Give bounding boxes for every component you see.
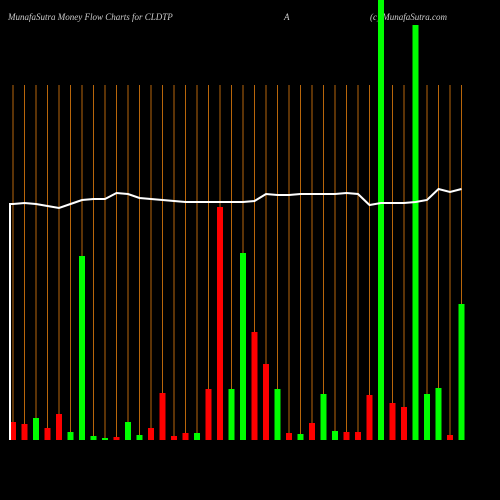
bar (309, 423, 315, 440)
bar (378, 0, 384, 440)
bar (217, 207, 223, 440)
bar (401, 407, 407, 440)
bar (21, 424, 28, 440)
bar (447, 435, 453, 440)
bar (33, 418, 39, 440)
bar (113, 437, 120, 440)
bar (228, 389, 235, 440)
bar (136, 435, 143, 440)
money-flow-line (9, 187, 462, 440)
bar (159, 393, 166, 440)
bar (205, 389, 212, 440)
bar (389, 403, 396, 440)
bar (355, 432, 361, 440)
bar (44, 428, 51, 440)
bar (343, 432, 350, 440)
bar (56, 414, 62, 440)
bar (366, 395, 373, 440)
bar (332, 431, 338, 440)
bar (194, 433, 200, 440)
bar (125, 422, 131, 440)
bar (263, 364, 269, 440)
bar (412, 25, 419, 440)
bar (435, 388, 442, 440)
bar (67, 432, 74, 440)
bar (320, 394, 327, 440)
bar (286, 433, 292, 440)
bar (79, 256, 85, 440)
bar (424, 394, 430, 440)
bar (458, 304, 465, 440)
bar (182, 433, 189, 440)
bar (90, 436, 97, 440)
bar (148, 428, 154, 440)
bar (102, 438, 108, 440)
chart-title: MunafaSutra Money Flow Charts for CLDTP (7, 12, 173, 22)
bar (10, 422, 16, 440)
watermark: (c) MunafaSutra.com (370, 12, 447, 22)
bar (274, 389, 281, 440)
bar (240, 253, 246, 440)
bar (297, 434, 304, 440)
chart-subtitle: A (283, 12, 290, 22)
bar (251, 332, 258, 440)
bar (171, 436, 177, 440)
